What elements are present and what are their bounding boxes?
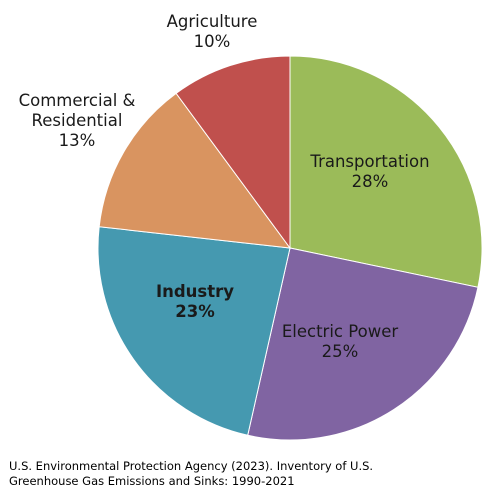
slice-name: Commercial & <box>19 91 136 110</box>
pie-slice-agriculture <box>175 55 291 250</box>
source-citation-line-1: U.S. Environmental Protection Agency (20… <box>9 459 374 473</box>
slice-label: Industry 23% <box>156 282 234 321</box>
slice-percent: 25% <box>322 342 359 361</box>
pie-slice-commercial-residential <box>98 92 292 249</box>
slice-name: Agriculture <box>167 12 258 31</box>
slice-label: Commercial & Residential 13% <box>19 91 136 150</box>
source-citation: U.S. Environmental Protection Agency (20… <box>9 459 489 489</box>
pie-slice-industry <box>97 226 291 436</box>
pie-slice-electric-power <box>247 247 479 441</box>
slice-label: Electric Power 25% <box>282 322 398 361</box>
slice-percent: 28% <box>352 172 389 191</box>
pie-labels: Transportation 28% Electric Power 25% Indust… <box>19 12 430 361</box>
slice-percent: 13% <box>59 131 96 150</box>
pie-slice-transportation <box>289 55 483 288</box>
slice-name: Electric Power <box>282 322 398 341</box>
slice-percent: 10% <box>194 32 231 51</box>
source-citation-line-2: Greenhouse Gas Emissions and Sinks: 1990… <box>9 474 295 488</box>
slice-name: Residential <box>32 111 123 130</box>
slice-name: Industry <box>156 282 234 301</box>
slice-label: Agriculture 10% <box>167 12 258 51</box>
slice-percent: 23% <box>175 302 215 321</box>
pie-slices <box>97 55 483 441</box>
slice-label: Transportation 28% <box>309 152 429 191</box>
slice-name: Transportation <box>309 152 429 171</box>
